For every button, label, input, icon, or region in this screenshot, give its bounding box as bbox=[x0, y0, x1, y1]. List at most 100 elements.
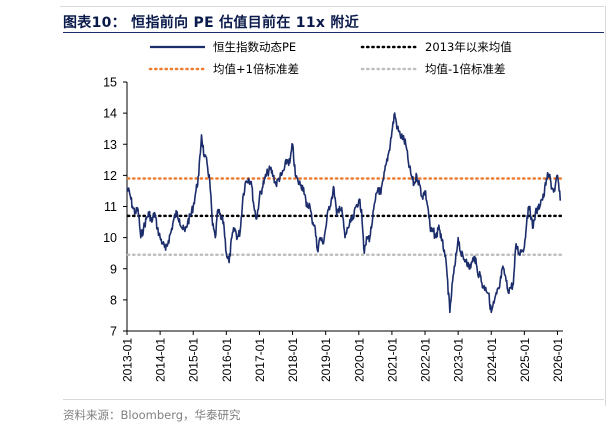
data-point bbox=[413, 184, 415, 186]
data-point bbox=[228, 261, 230, 264]
data-point bbox=[181, 227, 183, 229]
data-point bbox=[377, 187, 379, 189]
data-point bbox=[137, 209, 139, 211]
data-point bbox=[446, 274, 448, 276]
data-point bbox=[496, 293, 498, 295]
data-point bbox=[156, 227, 158, 229]
y-tick-label: 12 bbox=[103, 169, 117, 183]
data-point bbox=[380, 193, 382, 195]
figure-title: 图表10： 恒指前向 PE 估值目前在 11x 附近 bbox=[63, 15, 359, 31]
data-point bbox=[388, 149, 390, 152]
data-point bbox=[209, 181, 211, 183]
source-note: 资料来源：Bloomberg，华泰研究 bbox=[63, 408, 241, 422]
data-point bbox=[358, 199, 360, 201]
data-point bbox=[242, 196, 244, 198]
data-point bbox=[490, 311, 492, 313]
data-point bbox=[176, 212, 178, 214]
data-point bbox=[471, 261, 473, 264]
data-point bbox=[283, 168, 285, 170]
data-point bbox=[308, 202, 310, 204]
data-point bbox=[217, 209, 219, 211]
data-point bbox=[300, 184, 302, 186]
data-point bbox=[540, 199, 542, 201]
data-point bbox=[369, 237, 371, 239]
data-point bbox=[173, 218, 175, 220]
data-point bbox=[200, 134, 203, 136]
data-point bbox=[195, 190, 197, 192]
data-point bbox=[487, 293, 490, 295]
data-point bbox=[148, 212, 150, 214]
data-point bbox=[457, 237, 459, 239]
data-point bbox=[479, 274, 481, 276]
data-point bbox=[344, 237, 346, 239]
data-point bbox=[314, 224, 316, 226]
series-layer bbox=[126, 112, 562, 314]
data-point bbox=[234, 227, 236, 229]
y-tick-label: 11 bbox=[104, 200, 117, 214]
data-point bbox=[231, 237, 233, 239]
data-point bbox=[214, 237, 216, 239]
data-point bbox=[518, 252, 520, 254]
x-tick-label: 2014-01 bbox=[154, 338, 168, 382]
reference-lines bbox=[126, 177, 565, 256]
data-point bbox=[504, 274, 506, 276]
data-point bbox=[440, 240, 443, 242]
data-point bbox=[543, 196, 545, 198]
data-point bbox=[385, 162, 387, 164]
data-point bbox=[316, 249, 319, 251]
data-point bbox=[421, 196, 423, 198]
data-point bbox=[336, 215, 338, 217]
data-point bbox=[416, 174, 418, 176]
data-point bbox=[465, 258, 468, 261]
data-point bbox=[264, 177, 266, 180]
data-point bbox=[278, 177, 280, 180]
data-point bbox=[187, 221, 189, 223]
data-point bbox=[405, 143, 407, 145]
data-point bbox=[371, 218, 374, 220]
data-point bbox=[275, 184, 277, 186]
bottom-rule bbox=[63, 399, 604, 400]
data-point bbox=[521, 249, 523, 251]
x-tick-label: 2020-01 bbox=[352, 338, 366, 382]
data-point bbox=[532, 227, 534, 229]
data-point bbox=[256, 218, 258, 220]
y-tick-label: 10 bbox=[103, 231, 117, 245]
legend-label-plus1: 均值+1倍标准差 bbox=[213, 62, 299, 76]
x-tick-label: 2026-01 bbox=[551, 338, 565, 382]
data-point bbox=[129, 193, 131, 195]
data-point bbox=[303, 187, 305, 189]
data-point bbox=[493, 302, 495, 304]
data-point bbox=[140, 237, 142, 239]
y-tick-label: 9 bbox=[110, 262, 117, 276]
data-point bbox=[330, 199, 332, 201]
data-point bbox=[151, 221, 153, 223]
series-line-pe bbox=[126, 112, 562, 314]
data-point bbox=[239, 230, 241, 232]
data-point bbox=[184, 230, 186, 232]
data-point bbox=[418, 184, 421, 186]
data-point bbox=[523, 246, 525, 248]
data-point bbox=[374, 199, 376, 201]
y-tick-label: 14 bbox=[103, 107, 117, 121]
data-point bbox=[529, 205, 531, 208]
data-point bbox=[286, 159, 288, 161]
data-point bbox=[360, 209, 363, 211]
data-point bbox=[427, 205, 429, 208]
data-point bbox=[391, 131, 393, 133]
data-point bbox=[159, 237, 161, 239]
legend-label-minus1: 均值-1倍标准差 bbox=[425, 62, 505, 76]
data-point bbox=[253, 205, 255, 208]
y-axis: 15 14 13 12 11 10 9 8 7 bbox=[103, 76, 128, 339]
data-point bbox=[142, 227, 145, 229]
data-point bbox=[394, 112, 396, 114]
data-point bbox=[327, 209, 330, 211]
x-tick-label: 2023-01 bbox=[452, 338, 466, 382]
data-point bbox=[206, 162, 208, 164]
right-rule bbox=[605, 6, 606, 406]
data-point bbox=[325, 227, 327, 229]
data-point bbox=[352, 218, 354, 220]
x-tick-label: 2021-01 bbox=[385, 338, 399, 382]
data-point bbox=[460, 252, 462, 254]
data-point bbox=[399, 134, 401, 136]
